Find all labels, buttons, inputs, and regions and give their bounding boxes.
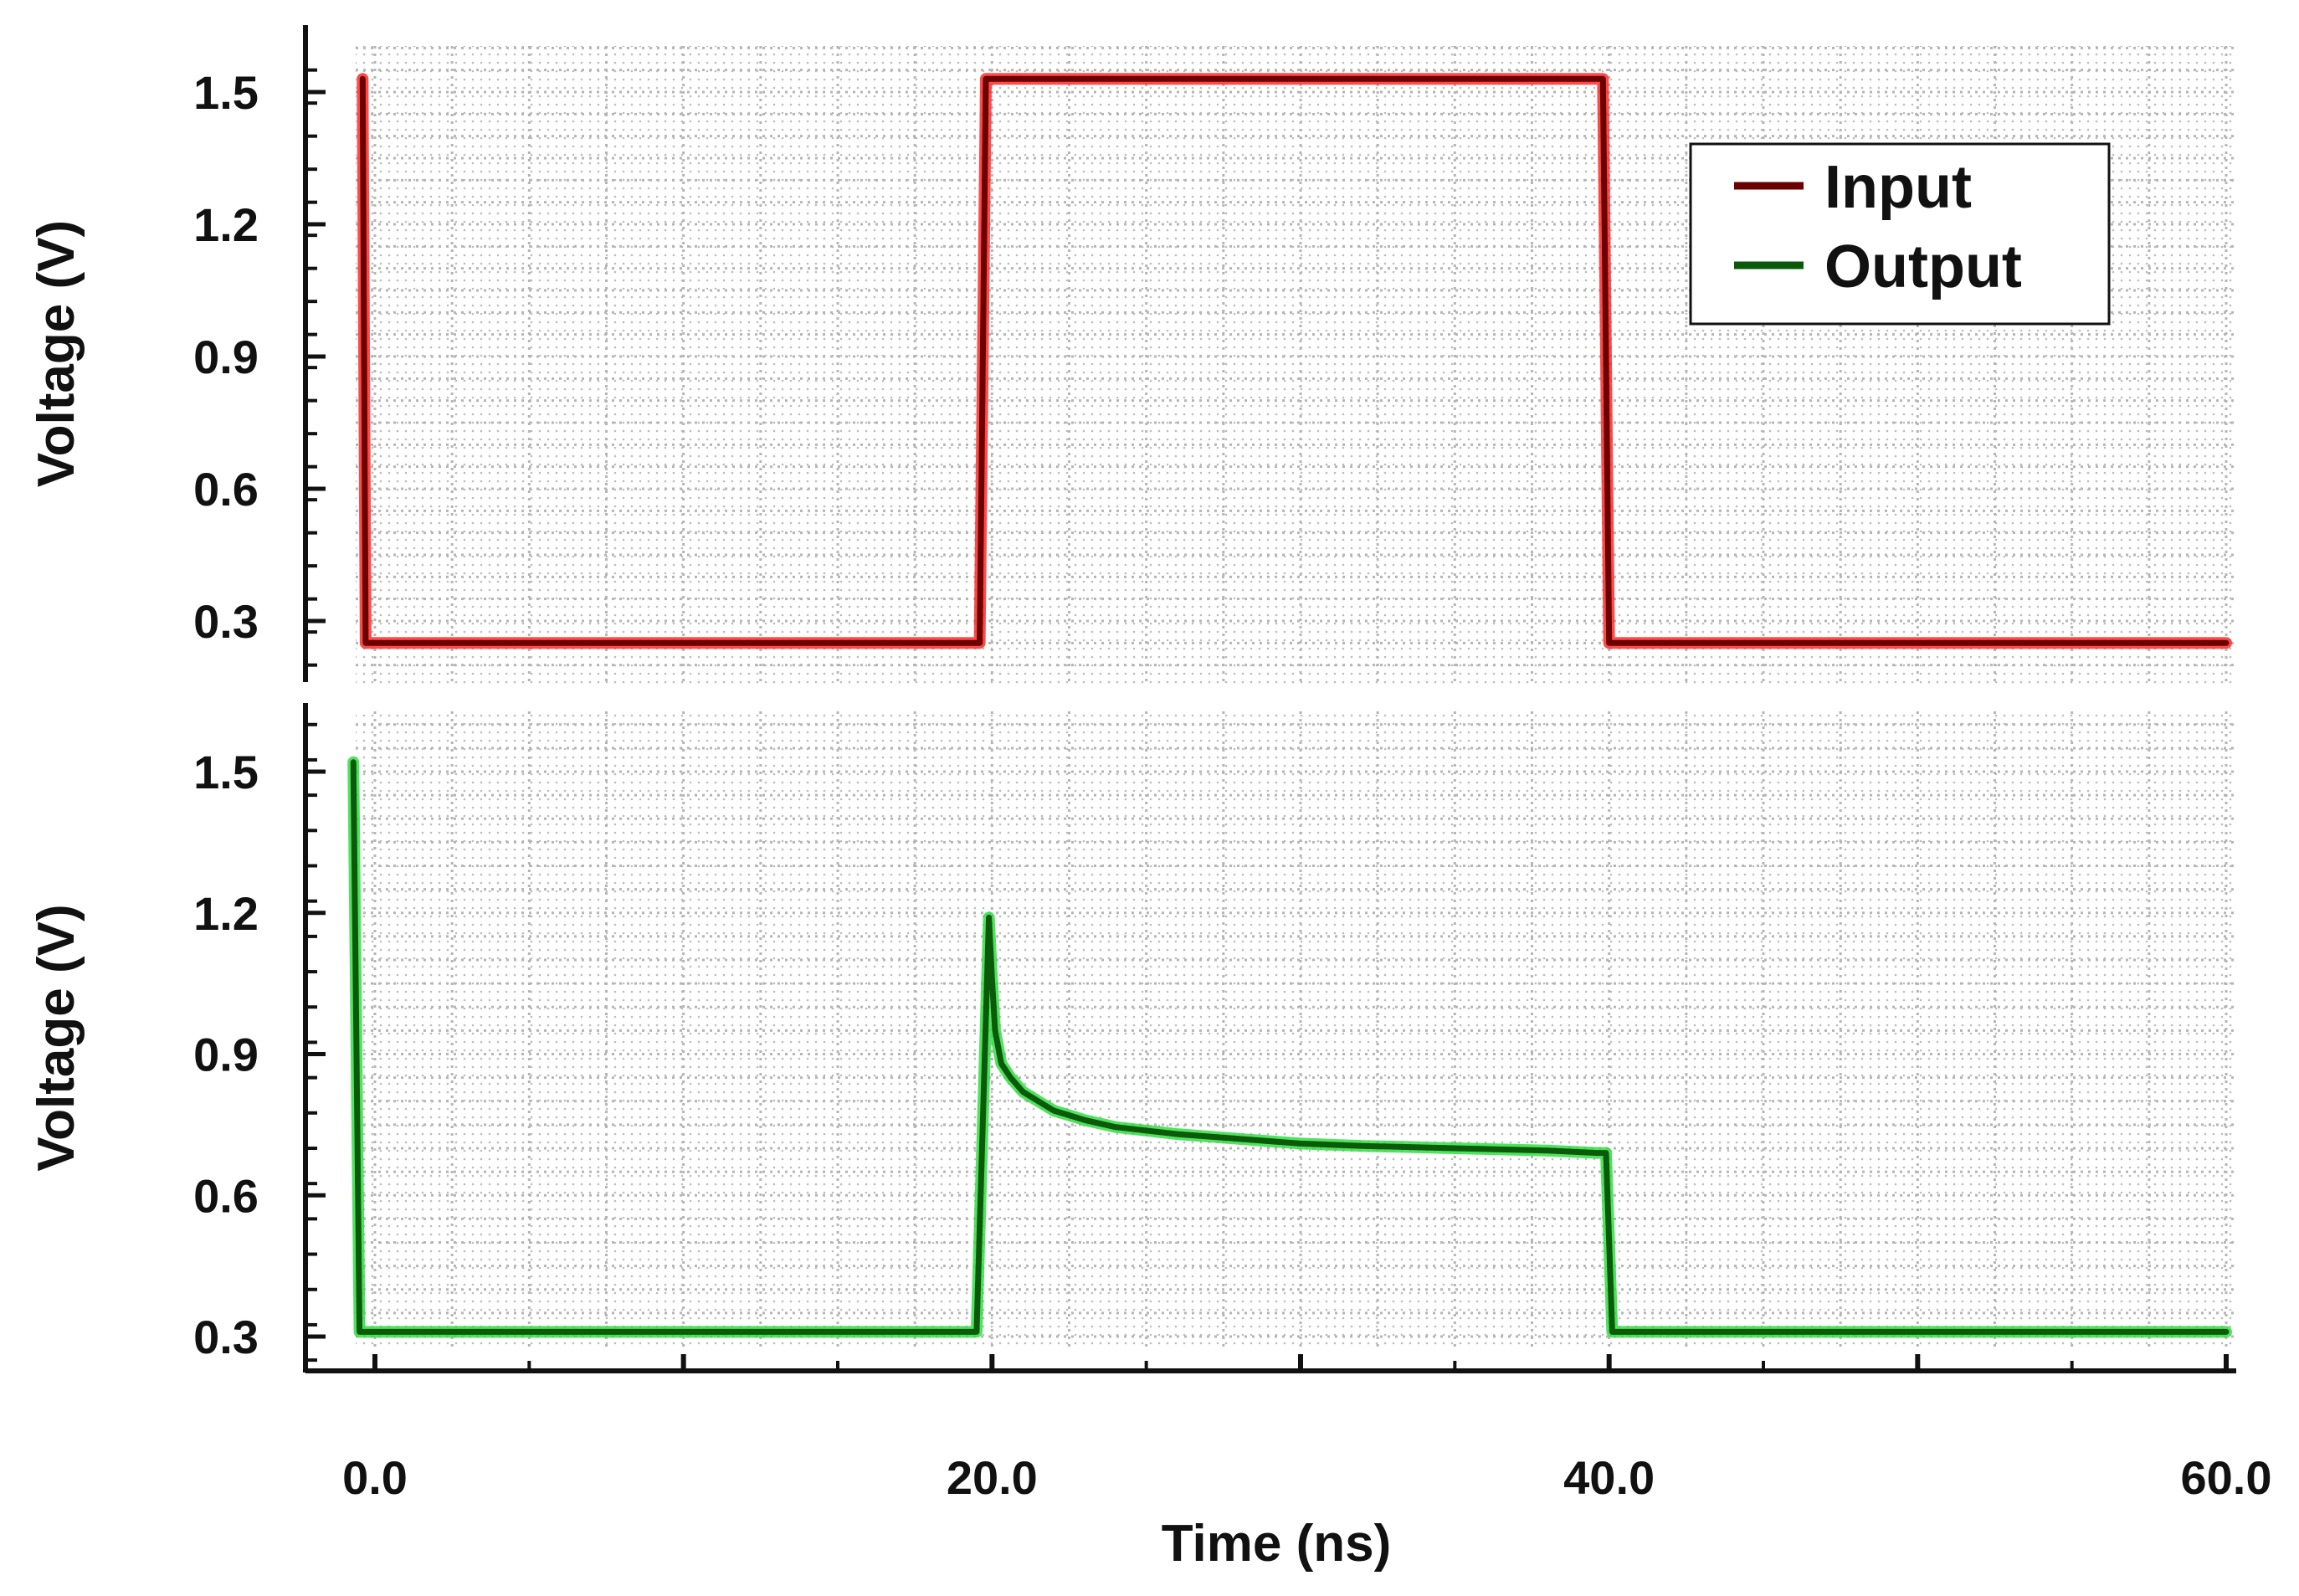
x-axis-title: Time (ns) [1162, 1515, 1391, 1573]
text-layer: 0.3 0.6 0.9 1.2 1.5 Voltage (V) 0.3 0.6 0.9 1.2 1.… [28, 66, 2272, 1573]
plot-area-2 [356, 711, 2235, 1347]
axes-layer [303, 25, 2236, 1373]
y-tick-label: 0.6 [193, 1169, 259, 1222]
y-tick-label: 0.3 [193, 1311, 259, 1363]
x-tick-label: 60.0 [2181, 1451, 2272, 1504]
series-layer [347, 73, 2232, 1338]
y-tick-label: 1.5 [193, 66, 259, 119]
plot-area-1 [356, 46, 2235, 686]
series-output-line [350, 759, 2230, 1335]
y-tick-label: 1.2 [193, 887, 259, 940]
y-tick-label: 1.5 [193, 746, 259, 798]
y-tick-label: 0.6 [193, 463, 259, 516]
x-tick-label: 0.0 [342, 1451, 408, 1504]
legend: Input Output [1689, 142, 2111, 326]
y-tick-label: 0.9 [193, 1029, 259, 1081]
legend-label-input: Input [1824, 154, 1972, 221]
x-tick-label: 20.0 [947, 1451, 1038, 1504]
y-axis-title-1: Voltage (V) [28, 220, 85, 487]
legend-label-output: Output [1824, 233, 2022, 300]
x-tick-label: 40.0 [1563, 1451, 1655, 1504]
legend-box [1689, 142, 2111, 326]
series-input-line [359, 75, 2230, 646]
y-tick-label: 1.2 [193, 198, 259, 251]
y-tick-label: 0.9 [193, 331, 259, 383]
y-axis-title-2: Voltage (V) [28, 904, 85, 1171]
y-tick-label: 0.3 [193, 595, 259, 648]
